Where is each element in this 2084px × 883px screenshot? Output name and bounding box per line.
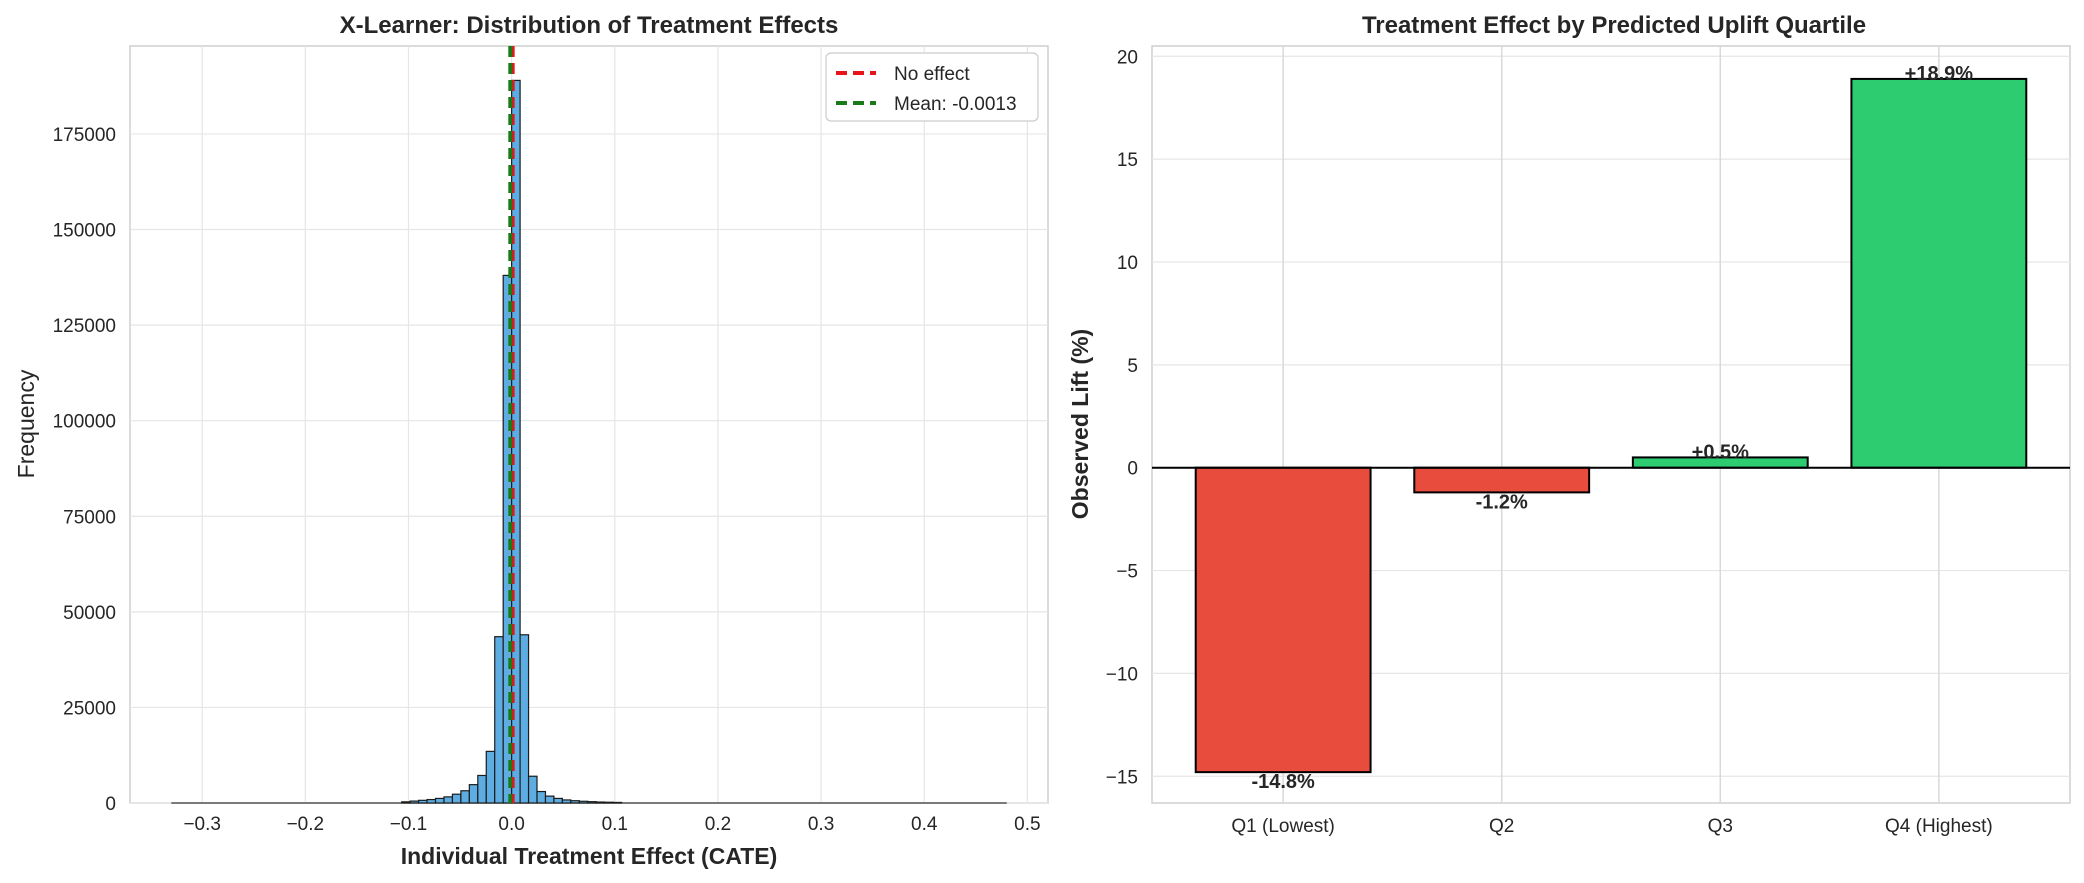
quartile-y-tick-label: 0: [1127, 459, 1138, 480]
histogram-gridlines: [130, 46, 1048, 804]
histogram-bar: [587, 801, 597, 804]
quartile-bars: [1194, 77, 2028, 774]
histogram-bar: [604, 801, 614, 804]
quartile-value-label: -1.2%: [1476, 491, 1528, 513]
histogram-bar: [409, 800, 420, 804]
histogram-y-tick-label: 150000: [53, 221, 116, 242]
histogram-bar: [561, 799, 572, 804]
histogram-bar: [595, 801, 606, 804]
quartile-x-tick-labels: Q1 (Lowest) Q2 Q3 Q4 (Highest): [1231, 816, 1992, 837]
reference-lines: [508, 46, 515, 803]
histogram-x-tick-label: −0.3: [183, 814, 221, 835]
histogram-legend: No effect Mean: -0.0013: [825, 52, 1039, 122]
histogram-x-axis-label: Individual Treatment Effect (CATE): [401, 843, 778, 869]
histogram-x-tick-label: 0.4: [911, 814, 938, 835]
quartile-y-tick-label: 15: [1117, 150, 1138, 171]
histogram-bar: [612, 801, 623, 804]
quartile-y-tick-label: 20: [1117, 47, 1138, 68]
histogram-x-tick-label: 0.0: [498, 814, 524, 835]
quartile-value-labels: -14.8% -1.2% +0.5% +18.9%: [1251, 63, 1973, 793]
histogram-x-tick-label: 0.1: [602, 814, 628, 835]
histogram-bar: [536, 790, 547, 804]
histogram-bar: [519, 634, 530, 804]
histogram-bar: [451, 793, 462, 804]
histogram-bar: [527, 775, 538, 804]
quartile-y-tick-label: 5: [1127, 356, 1138, 377]
histogram-x-tick-label: −0.2: [287, 814, 325, 835]
legend-label-no-effect: No effect: [894, 64, 970, 85]
histogram-bar: [477, 774, 487, 804]
histogram-bar: [578, 800, 589, 804]
histogram-y-tick-label: 175000: [53, 125, 116, 146]
histogram-bar: [494, 636, 504, 804]
histogram-y-tick-label: 125000: [53, 316, 116, 337]
quartile-bar: [1194, 466, 1372, 774]
quartile-x-tick-label: Q1 (Lowest): [1231, 816, 1334, 837]
histogram-plot-area: [129, 45, 1049, 804]
histogram-x-tick-labels: −0.3 −0.2 −0.1 0.0 0.1 0.2 0.3 0.4 0.5: [183, 814, 1040, 835]
histogram-x-tick-label: 0.5: [1014, 814, 1040, 835]
histogram-x-tick-label: −0.1: [390, 814, 428, 835]
histogram-panel: X-Learner: Distribution of Treatment Eff…: [13, 12, 1049, 869]
histogram-bar: [460, 790, 470, 804]
quartile-panel: Treatment Effect by Predicted Uplift Qua…: [1067, 12, 2071, 837]
quartile-x-tick-label: Q2: [1489, 816, 1514, 837]
histogram-y-axis-label: Frequency: [13, 369, 39, 478]
histogram-y-tick-labels: 0 25000 50000 75000 100000 125000 150000 175000: [53, 125, 116, 815]
histogram-bar: [418, 799, 428, 804]
histogram-y-tick-label: 75000: [63, 507, 116, 528]
quartile-y-tick-label: −15: [1106, 767, 1138, 788]
quartile-y-axis-label: Observed Lift (%): [1067, 329, 1093, 519]
histogram-y-tick-label: 50000: [63, 603, 116, 624]
histogram-bar: [553, 797, 563, 804]
legend-label-mean: Mean: -0.0013: [894, 94, 1017, 115]
quartile-value-label: +18.9%: [1905, 63, 1974, 85]
legend-box: [825, 52, 1039, 122]
histogram-bar: [434, 797, 445, 804]
quartile-bar: [1413, 466, 1591, 494]
histogram-bar: [570, 800, 580, 804]
quartile-bar: [1850, 77, 2028, 469]
quartile-title: Treatment Effect by Predicted Uplift Qua…: [1362, 12, 1866, 39]
histogram-x-tick-label: 0.2: [705, 814, 731, 835]
histogram-bar: [401, 801, 411, 804]
histogram-bar: [485, 750, 496, 804]
histogram-y-tick-label: 0: [105, 794, 116, 815]
quartile-value-label: +0.5%: [1692, 441, 1749, 463]
histogram-bar: [544, 795, 555, 804]
quartile-x-tick-label: Q3: [1708, 816, 1733, 837]
histogram-bar: [426, 798, 437, 804]
histogram-bar: [443, 796, 454, 804]
quartile-value-label: -14.8%: [1251, 771, 1315, 793]
quartile-y-tick-label: 10: [1117, 253, 1138, 274]
histogram-y-tick-label: 100000: [53, 412, 116, 433]
quartile-x-tick-label: Q4 (Highest): [1885, 816, 1993, 837]
histogram-title: X-Learner: Distribution of Treatment Eff…: [340, 12, 839, 39]
histogram-bar: [468, 784, 479, 804]
histogram-y-tick-label: 25000: [63, 698, 116, 719]
quartile-y-tick-label: −10: [1106, 664, 1138, 685]
histogram-x-tick-label: 0.3: [808, 814, 834, 835]
quartile-y-tick-label: −5: [1116, 562, 1138, 583]
quartile-y-tick-labels: −15 −10 −5 0 5 10 15 20: [1106, 47, 1138, 788]
